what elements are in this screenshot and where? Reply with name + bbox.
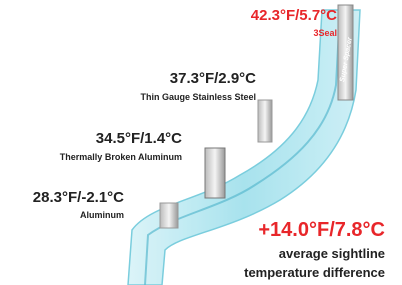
spacer-name: Thin Gauge Stainless Steel (140, 92, 256, 102)
temp-label: 42.3°F/5.7°C (251, 7, 337, 24)
spacer-tb-aluminum (205, 148, 225, 198)
spacer-name: 3Seal (313, 28, 337, 38)
temp-label: 28.3°F/-2.1°C (33, 189, 124, 206)
difference-value: +14.0°F/7.8°C (258, 219, 385, 241)
difference-text: temperature difference (244, 265, 385, 280)
spacer-aluminum (160, 203, 178, 228)
glass (128, 10, 360, 285)
diagram: Super Spacer 42.3°F/5.7°C 3Seal 37.3°F/2… (0, 0, 402, 285)
temp-label: 34.5°F/1.4°C (96, 130, 182, 147)
spacer-steel (258, 100, 272, 142)
spacer-name: Aluminum (80, 210, 124, 220)
difference-text: average sightline (279, 246, 385, 261)
temp-label: 37.3°F/2.9°C (170, 70, 256, 87)
spacer-name: Thermally Broken Aluminum (60, 152, 182, 162)
